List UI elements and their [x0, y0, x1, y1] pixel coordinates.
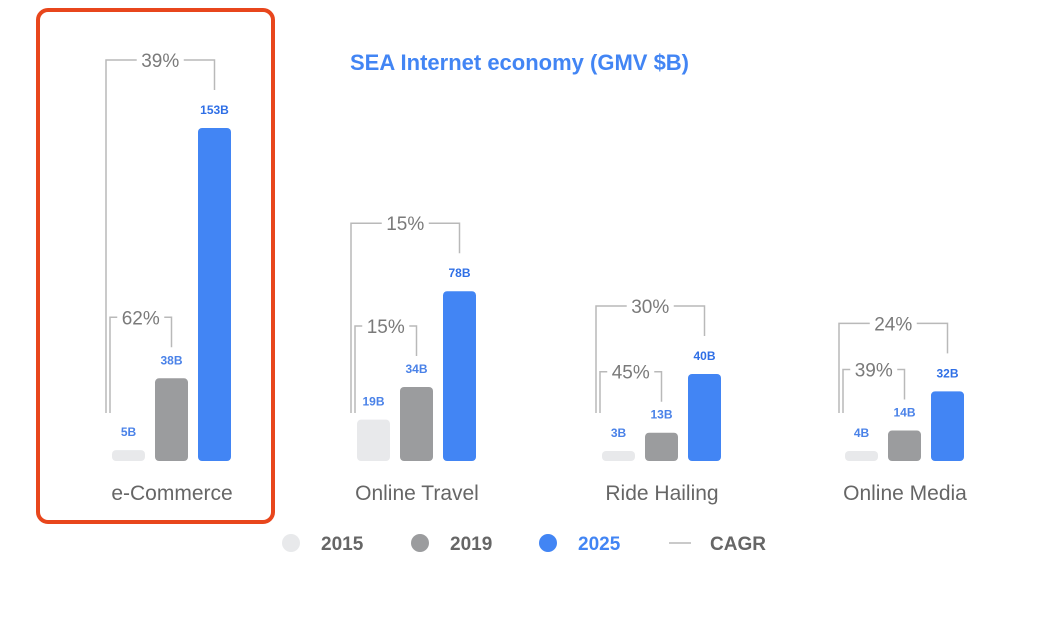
bar-ride-hailing-2019	[645, 432, 678, 461]
cagr-inner-online-media-label: 39%	[855, 361, 893, 382]
value-label-ride-hailing-2025: 40B	[693, 349, 715, 363]
legend-label-2019: 2019	[450, 534, 492, 555]
bar-e-commerce-2019	[155, 378, 188, 461]
cagr-inner-ride-hailing-label: 45%	[612, 363, 650, 384]
cagr-inner-online-media-line	[842, 368, 906, 413]
value-label-ride-hailing-2015: 3B	[611, 426, 627, 440]
bar-e-commerce-2015	[112, 450, 145, 461]
bar-online-media-2025	[931, 391, 964, 461]
bar-online-travel-2015	[357, 419, 390, 461]
value-label-e-commerce-2019: 38B	[160, 353, 182, 367]
cagr-outer-online-travel-line	[350, 222, 461, 413]
cagr-outer-online-travel-label: 15%	[386, 214, 424, 235]
bar-online-media-2019	[888, 430, 921, 461]
cagr-outer-online-media-line	[838, 322, 949, 413]
value-label-online-media-2025: 32B	[936, 366, 958, 380]
value-label-online-media-2015: 4B	[854, 426, 870, 440]
cagr-inner-e-commerce-line	[109, 316, 173, 413]
value-label-ride-hailing-2019: 13B	[650, 408, 672, 422]
cagr-outer-e-commerce-label: 39%	[141, 51, 179, 72]
cagr-outer-online-media-label: 24%	[874, 314, 912, 335]
bar-ride-hailing-2015	[602, 451, 635, 461]
bar-online-travel-2025	[443, 291, 476, 461]
category-label-e-commerce: e-Commerce	[111, 482, 232, 505]
value-label-e-commerce-2015: 5B	[121, 425, 137, 439]
highlight-box	[36, 8, 275, 524]
value-label-online-travel-2015: 19B	[362, 395, 384, 409]
category-label-online-travel: Online Travel	[355, 482, 479, 505]
legend-label-2015: 2015	[321, 534, 364, 555]
category-label-online-media: Online Media	[843, 482, 967, 505]
value-label-online-travel-2019: 34B	[405, 362, 427, 376]
cagr-inner-online-travel-label: 15%	[367, 317, 405, 338]
legend-label-2025: 2025	[578, 534, 621, 555]
value-label-online-travel-2025: 78B	[448, 266, 470, 280]
value-label-online-media-2019: 14B	[893, 406, 915, 420]
value-label-e-commerce-2025: 153B	[200, 103, 229, 117]
chart-title: SEA Internet economy (GMV $B)	[350, 50, 689, 75]
cagr-inner-ride-hailing-line	[599, 370, 663, 413]
legend-label-cagr: CAGR	[710, 534, 766, 555]
legend-marker-2015	[282, 534, 300, 552]
legend-marker-2025	[539, 534, 557, 552]
cagr-outer-e-commerce-line	[105, 59, 216, 413]
bar-ride-hailing-2025	[688, 373, 721, 461]
legend-marker-2019	[411, 534, 429, 552]
bar-e-commerce-2025	[198, 128, 231, 461]
cagr-outer-ride-hailing-label: 30%	[631, 297, 669, 318]
cagr-outer-ride-hailing-line	[595, 305, 706, 413]
bar-online-media-2015	[845, 451, 878, 461]
cagr-inner-online-travel-line	[354, 325, 418, 413]
category-label-ride-hailing: Ride Hailing	[605, 482, 718, 505]
bar-online-travel-2019	[400, 387, 433, 461]
cagr-inner-e-commerce-label: 62%	[122, 308, 160, 329]
